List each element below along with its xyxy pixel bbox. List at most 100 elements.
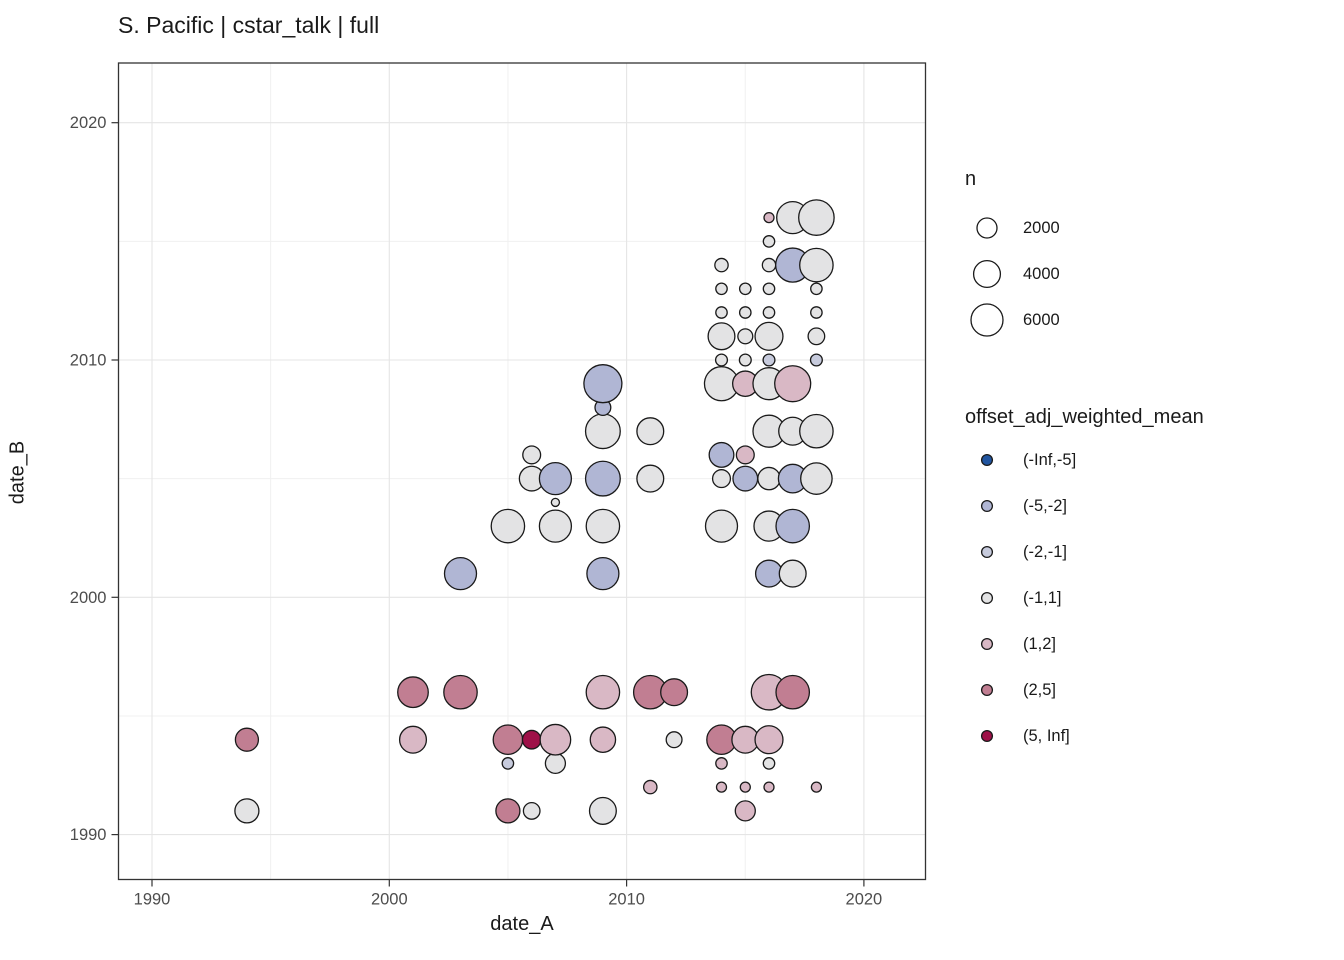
y-axis-title: date_B bbox=[6, 440, 29, 505]
data-bubble bbox=[737, 328, 754, 345]
data-bubble bbox=[636, 417, 665, 446]
data-bubble bbox=[665, 731, 683, 749]
data-bubble bbox=[660, 678, 689, 707]
data-bubble bbox=[715, 282, 728, 296]
size-legend-circle-icon bbox=[965, 206, 1009, 250]
data-bubble bbox=[799, 247, 834, 283]
data-bubble bbox=[754, 321, 784, 351]
color-legend-label: (-5,-2] bbox=[1023, 496, 1068, 515]
color-legend-item: (5, Inf] bbox=[965, 713, 1204, 759]
color-legend-label: (-2,-1] bbox=[1023, 542, 1068, 561]
data-bubble bbox=[538, 509, 573, 543]
color-legend-label: (-Inf,-5] bbox=[1023, 450, 1077, 469]
chart-title: S. Pacific | cstar_talk | full bbox=[118, 12, 380, 38]
data-bubble bbox=[704, 509, 739, 543]
size-legend-label: 4000 bbox=[1023, 264, 1060, 283]
x-tick-label: 2020 bbox=[846, 891, 883, 909]
data-bubble bbox=[798, 199, 835, 236]
color-legend-dot-icon bbox=[965, 576, 1009, 620]
size-legend-circle-icon bbox=[965, 298, 1009, 342]
data-bubble bbox=[585, 508, 621, 544]
data-bubble bbox=[584, 460, 621, 497]
data-bubble bbox=[538, 461, 573, 496]
data-bubble bbox=[775, 508, 811, 544]
data-bubble bbox=[398, 725, 428, 754]
color-legend-label: (2,5] bbox=[1023, 680, 1057, 699]
data-bubble bbox=[810, 282, 823, 296]
color-legend-title: offset_adj_weighted_mean bbox=[965, 406, 1204, 428]
color-legend-item: (-2,-1] bbox=[965, 529, 1204, 575]
color-legend-label: (-1,1] bbox=[1023, 588, 1062, 607]
data-bubble bbox=[809, 353, 823, 367]
color-legend-dot-icon bbox=[965, 484, 1009, 528]
size-legend-title: n bbox=[965, 168, 977, 190]
color-legend-item: (2,5] bbox=[965, 667, 1204, 713]
color-legend-dot-icon bbox=[965, 438, 1009, 482]
data-bubble bbox=[763, 781, 775, 793]
data-bubble bbox=[636, 464, 665, 493]
data-bubble bbox=[711, 469, 732, 489]
y-tick-label: 2010 bbox=[70, 352, 107, 370]
data-bubble bbox=[522, 445, 542, 465]
data-bubble bbox=[738, 306, 752, 319]
data-bubble bbox=[778, 559, 807, 588]
size-legend-label: 2000 bbox=[1023, 218, 1060, 237]
color-legend-item: (-5,-2] bbox=[965, 483, 1204, 529]
data-bubble bbox=[715, 757, 728, 770]
data-bubble bbox=[810, 781, 823, 793]
data-bubble bbox=[732, 465, 759, 492]
color-legend-label: (5, Inf] bbox=[1023, 726, 1070, 745]
data-bubble bbox=[807, 327, 826, 346]
data-bubble bbox=[774, 365, 812, 403]
data-bubble bbox=[585, 674, 621, 710]
data-bubble bbox=[762, 235, 776, 248]
data-bubble bbox=[715, 306, 728, 319]
data-bubble bbox=[707, 322, 736, 351]
data-bubble bbox=[714, 353, 729, 367]
color-legend-item: (-Inf,-5] bbox=[965, 437, 1204, 483]
data-bubble bbox=[583, 364, 623, 404]
color-legend-dot-icon bbox=[965, 622, 1009, 666]
y-tick-label: 2000 bbox=[70, 589, 107, 607]
y-tick-label: 2020 bbox=[70, 114, 107, 132]
size-legend-item: 2000 bbox=[965, 205, 1060, 251]
data-bubble bbox=[735, 445, 755, 465]
x-tick-label: 2000 bbox=[371, 891, 408, 909]
data-bubble bbox=[492, 724, 524, 756]
data-bubble bbox=[443, 674, 478, 710]
data-bubble bbox=[539, 723, 572, 756]
size-legend: n 2000 4000 6000 bbox=[965, 168, 1060, 343]
data-bubble bbox=[521, 729, 542, 750]
data-bubble bbox=[708, 441, 735, 468]
data-bubble bbox=[501, 757, 515, 770]
data-bubble bbox=[775, 674, 811, 710]
y-tick-label: 1990 bbox=[70, 826, 107, 844]
color-legend-label: (1,2] bbox=[1023, 634, 1057, 653]
data-bubble bbox=[762, 757, 776, 770]
data-bubble bbox=[754, 559, 784, 588]
data-bubble bbox=[800, 462, 833, 495]
data-bubble bbox=[715, 781, 728, 793]
data-bubble bbox=[584, 413, 621, 450]
data-bubble bbox=[738, 282, 752, 296]
size-legend-circle-icon bbox=[965, 252, 1009, 296]
data-bubble bbox=[490, 508, 526, 544]
data-bubble bbox=[586, 556, 620, 591]
data-bubble bbox=[762, 306, 776, 319]
data-bubble bbox=[734, 800, 756, 822]
size-legend-items: 2000 4000 6000 bbox=[965, 205, 1060, 343]
size-legend-label: 6000 bbox=[1023, 310, 1060, 329]
data-bubble bbox=[810, 306, 823, 319]
color-legend-item: (-1,1] bbox=[965, 575, 1204, 621]
x-axis-title: date_A bbox=[490, 913, 554, 935]
size-legend-item: 4000 bbox=[965, 251, 1060, 297]
data-bubble bbox=[397, 676, 429, 709]
data-bubble bbox=[544, 752, 567, 775]
color-legend: offset_adj_weighted_mean (-Inf,-5] (-5,-2… bbox=[965, 406, 1204, 759]
data-bubble bbox=[738, 353, 752, 367]
data-bubble bbox=[522, 801, 541, 820]
data-bubble bbox=[714, 257, 729, 273]
data-bubble bbox=[234, 727, 260, 752]
